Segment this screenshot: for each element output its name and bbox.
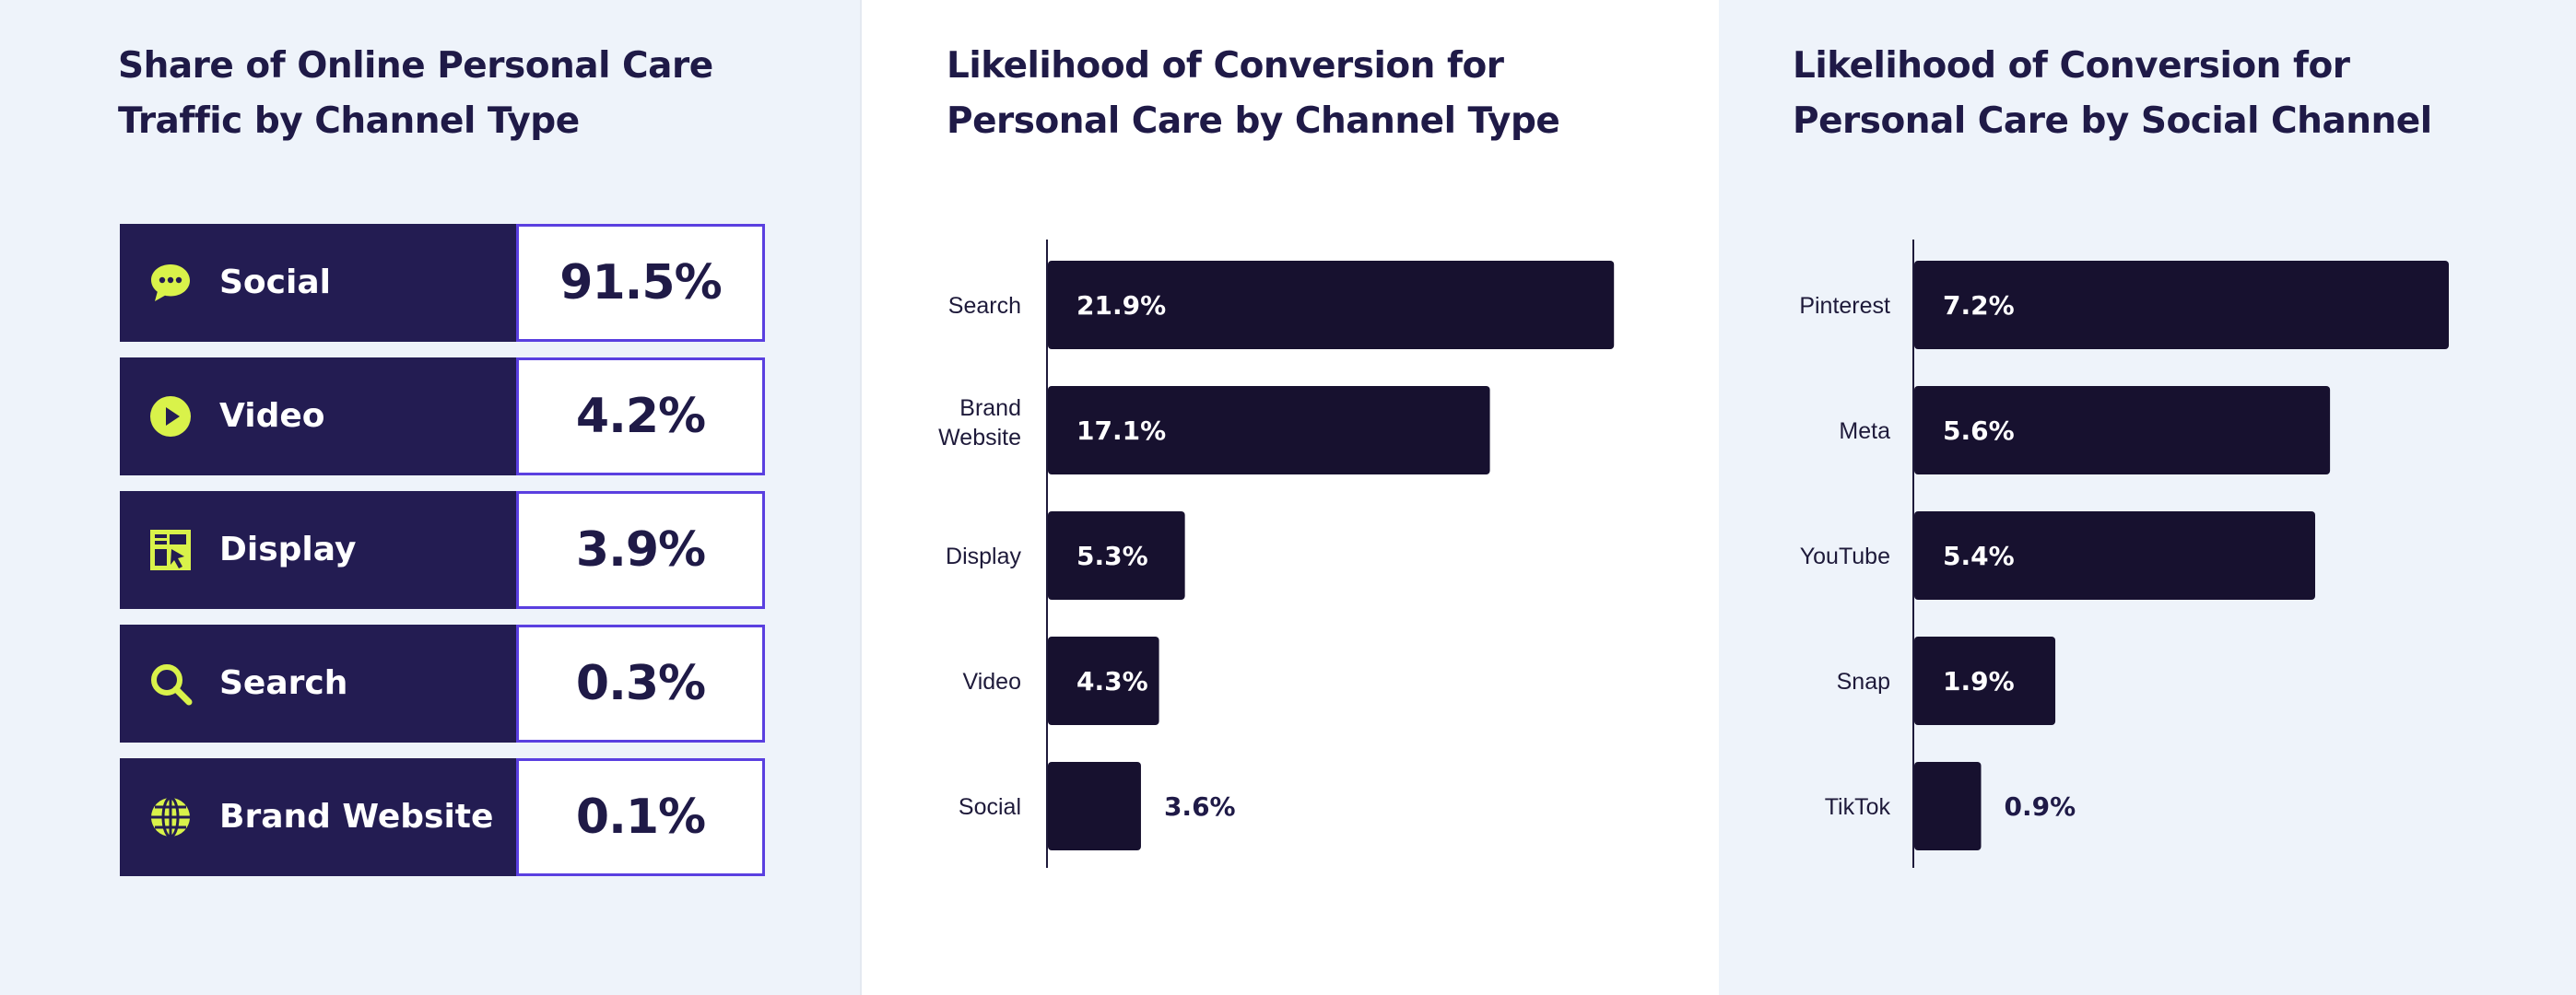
bar (1914, 762, 1982, 850)
value-label: 21.9% (1076, 290, 1166, 321)
channel-label-cell: Video (120, 357, 516, 475)
bar (1914, 637, 2056, 725)
bar (1914, 511, 2315, 600)
bar (1048, 762, 1141, 850)
table-row: Display 3.9% (120, 491, 765, 609)
bar (1048, 511, 1185, 600)
channel-label-cell: Social (120, 224, 516, 342)
conversion-by-channel-title: Likelihood of Conversion for Personal Ca… (947, 45, 1560, 142)
category-label: Video (963, 669, 1022, 695)
traffic-share-title: Share of Online Personal Care Traffic by… (118, 45, 713, 142)
traffic-share-value: 0.1% (516, 758, 765, 876)
value-label: 3.6% (1164, 791, 1236, 822)
search-icon (147, 661, 194, 707)
value-label: 17.1% (1076, 416, 1166, 446)
traffic-share-value: 0.3% (516, 625, 765, 743)
conversion-by-social-title: Likelihood of Conversion for Personal Ca… (1793, 45, 2432, 142)
conversion-by-channel-chart: Search 21.9% Brand Website 17.1% Display 5.3% V… (938, 240, 1615, 868)
table-row: Video 4.2% (120, 357, 765, 475)
conversion-by-channel-panel: Likelihood of Conversion for Personal Ca… (860, 0, 1721, 995)
category-label: YouTube (1800, 544, 1890, 569)
channel-name: Social (219, 263, 331, 301)
traffic-share-panel: Share of Online Personal Care Traffic by… (0, 0, 858, 995)
category-label: Snap (1837, 669, 1890, 695)
bar (1914, 386, 2331, 474)
channel-label-cell: Display (120, 491, 516, 609)
channel-name: Display (219, 531, 357, 568)
category-label: Display (946, 544, 1021, 569)
traffic-share-value: 3.9% (516, 491, 765, 609)
category-label: Meta (1839, 418, 1890, 444)
value-label: 5.6% (1943, 416, 2015, 446)
table-row: Brand Website 0.1% (120, 758, 765, 876)
traffic-share-value: 91.5% (516, 224, 765, 342)
display-ad-icon (147, 527, 194, 573)
channel-name: Video (219, 397, 325, 435)
category-label: Social (959, 794, 1021, 820)
category-label: TikTok (1825, 794, 1891, 820)
play-icon (147, 393, 194, 439)
bar (1914, 261, 2449, 349)
value-label: 4.3% (1076, 666, 1148, 696)
table-row: Search 0.3% (120, 625, 765, 743)
value-label: 0.9% (2005, 791, 2076, 822)
table-row: Social 91.5% (120, 224, 765, 342)
channel-name: Search (219, 664, 348, 702)
chat-bubble-icon (147, 260, 194, 306)
conversion-by-social-panel: Likelihood of Conversion for Personal Ca… (1719, 0, 2576, 995)
category-label: Brand Website (938, 395, 1021, 451)
category-label: Search (948, 293, 1021, 319)
category-label: Pinterest (1799, 293, 1890, 319)
bar (1048, 637, 1159, 725)
value-label: 1.9% (1943, 666, 2015, 696)
traffic-share-value: 4.2% (516, 357, 765, 475)
bar (1048, 261, 1615, 349)
globe-icon (147, 794, 194, 840)
conversion-by-social-chart: Pinterest 7.2% Meta 5.6% YouTube 5.4% Snap 1.9%… (1799, 240, 2449, 868)
value-label: 5.4% (1943, 541, 2015, 571)
channel-label-cell: Brand Website (120, 758, 516, 876)
value-label: 5.3% (1076, 541, 1148, 571)
bar (1048, 386, 1490, 474)
channel-label-cell: Search (120, 625, 516, 743)
channel-name: Brand Website (219, 798, 494, 836)
value-label: 7.2% (1943, 290, 2015, 321)
